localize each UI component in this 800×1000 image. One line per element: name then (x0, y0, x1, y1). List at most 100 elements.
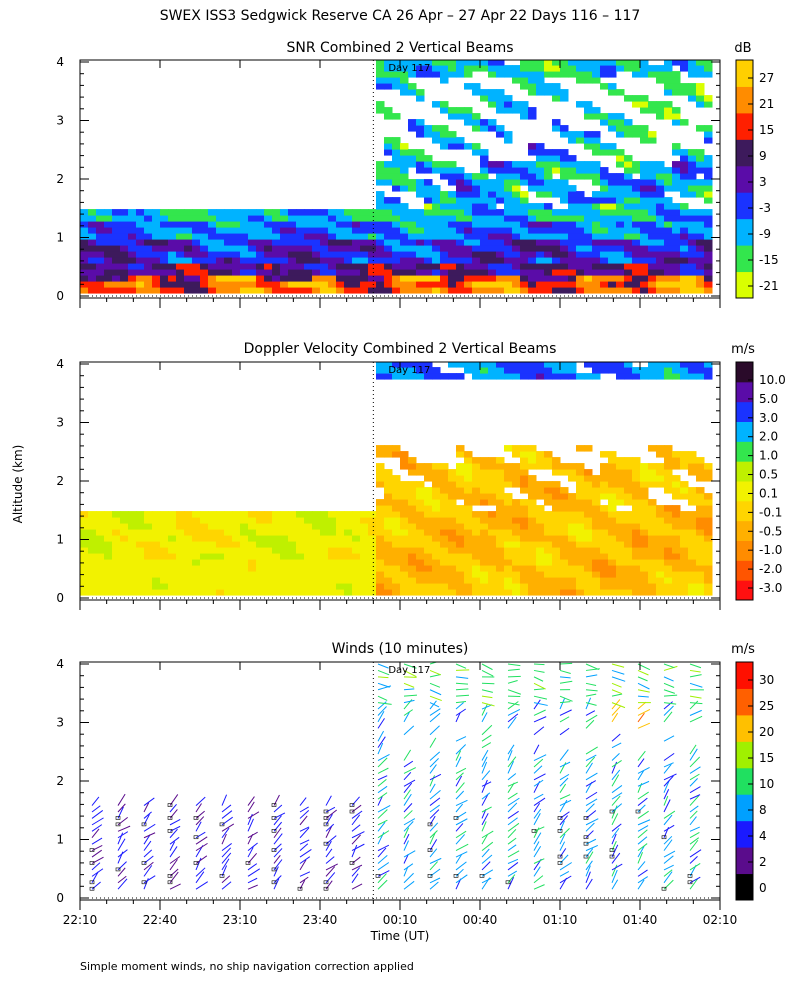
heatmap-cell (80, 275, 89, 282)
heatmap-cell (400, 481, 409, 488)
heatmap-cell (440, 541, 449, 548)
heatmap-cell (448, 263, 457, 270)
heatmap-cell (104, 251, 113, 258)
wind-barb (403, 760, 414, 768)
wind-barb (663, 775, 674, 787)
heatmap-cell (440, 505, 449, 512)
heatmap-cell (416, 60, 425, 66)
heatmap-cell (544, 263, 553, 270)
heatmap-cell (520, 263, 529, 270)
heatmap-cell (440, 565, 449, 572)
heatmap-cell (648, 269, 657, 276)
wind-barb (533, 858, 545, 864)
heatmap-cell (464, 71, 473, 78)
heatmap-cell (432, 257, 441, 264)
heatmap-cell (80, 541, 89, 548)
heatmap-cell (496, 499, 505, 506)
heatmap-cell (136, 221, 145, 228)
heatmap-cell (544, 221, 553, 228)
heatmap-cell (544, 203, 553, 210)
heatmap-cell (128, 571, 137, 578)
heatmap-cell (280, 221, 289, 228)
heatmap-cell (592, 493, 601, 500)
heatmap-cell (480, 179, 489, 186)
heatmap-cell (560, 583, 569, 590)
heatmap-cell (528, 589, 537, 596)
heatmap-cell (240, 287, 249, 294)
heatmap-cell (272, 571, 281, 578)
heatmap-cell (264, 589, 273, 596)
heatmap-cell (312, 589, 321, 596)
heatmap-cell (488, 185, 497, 192)
heatmap-cell (672, 457, 681, 464)
heatmap-cell (392, 511, 401, 518)
heatmap-cell (592, 589, 601, 596)
colorbar-label: 27 (759, 71, 774, 85)
heatmap-cell (488, 281, 497, 288)
heatmap-cell (648, 281, 657, 288)
calm-wind-marker (193, 835, 199, 840)
wind-barb (195, 831, 206, 839)
heatmap-cell (456, 60, 465, 66)
heatmap-cell (640, 571, 649, 578)
heatmap-cell (672, 83, 681, 90)
heatmap-cell (480, 529, 489, 536)
heatmap-cell (360, 559, 369, 566)
heatmap-cell (272, 269, 281, 276)
heatmap-cell (448, 251, 457, 258)
calm-wind-marker (557, 854, 563, 859)
heatmap-cell (680, 463, 689, 470)
heatmap-cell (232, 535, 241, 542)
colorbar-label: 0 (759, 881, 767, 895)
wind-barb (429, 737, 437, 748)
heatmap-cell (488, 523, 497, 530)
heatmap-cell (448, 475, 457, 482)
wind-barb (455, 861, 467, 871)
heatmap-cell (536, 373, 545, 380)
heatmap-cell (704, 191, 713, 198)
wind-barb (689, 702, 703, 705)
heatmap-cell (584, 275, 593, 282)
heatmap-cell (488, 589, 497, 596)
heatmap-cell (656, 373, 665, 380)
heatmap-cell (616, 457, 625, 464)
heatmap-cell (400, 505, 409, 512)
heatmap-cell (536, 481, 545, 488)
heatmap-cell (424, 161, 433, 168)
heatmap-cell (624, 203, 633, 210)
heatmap-cell (608, 60, 617, 66)
heatmap-cell (536, 65, 545, 72)
heatmap-cell (664, 221, 673, 228)
heatmap-cell (520, 77, 529, 84)
heatmap-cell (520, 65, 529, 72)
heatmap-cell (408, 125, 417, 132)
heatmap-cell (432, 65, 441, 72)
heatmap-cell (456, 263, 465, 270)
wind-barb (611, 742, 622, 749)
heatmap-cell (128, 583, 137, 590)
wind-barb (377, 685, 392, 691)
heatmap-cell (624, 215, 633, 222)
heatmap-cell (632, 475, 641, 482)
heatmap-cell (680, 523, 689, 530)
heatmap-cell (240, 547, 249, 554)
heatmap-cell (552, 281, 561, 288)
heatmap-cell (664, 451, 673, 458)
heatmap-cell (480, 263, 489, 270)
heatmap-cell (560, 173, 569, 180)
heatmap-cell (184, 535, 193, 542)
heatmap-cell (464, 499, 473, 506)
colorbar-label: 2.0 (759, 430, 778, 444)
heatmap-cell (512, 71, 521, 78)
heatmap-cell (104, 547, 113, 554)
heatmap-cell (216, 571, 225, 578)
heatmap-cell (568, 499, 577, 506)
heatmap-cell (696, 191, 705, 198)
heatmap-cell (136, 535, 145, 542)
heatmap-cell (128, 529, 137, 536)
heatmap-cell (368, 275, 377, 282)
heatmap-cell (704, 463, 713, 470)
heatmap-cell (224, 553, 233, 560)
wind-barb (221, 816, 233, 826)
